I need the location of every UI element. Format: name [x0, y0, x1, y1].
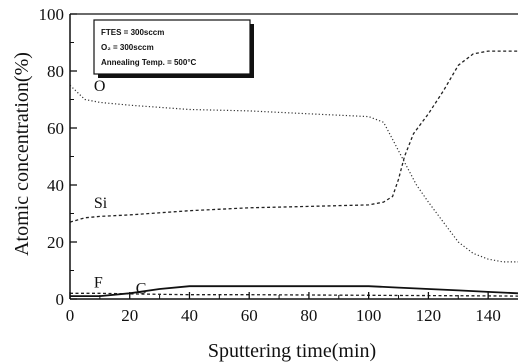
legend-box-frame	[93, 19, 251, 75]
series-label-o: O	[94, 78, 106, 95]
series-line-o	[69, 84, 518, 263]
x-axis-title: Sputtering time(min)	[208, 340, 376, 362]
x-tick-label: 140	[475, 306, 501, 325]
y-tick-label: 40	[47, 176, 64, 195]
y-tick-label: 20	[47, 233, 64, 252]
y-tick-label: 80	[47, 62, 64, 81]
series-line-f	[70, 292, 518, 297]
series-label-f: F	[94, 275, 103, 292]
x-tick-label: 0	[66, 306, 75, 325]
x-tick-label: 60	[241, 306, 258, 325]
y-tick-label: 0	[56, 290, 65, 309]
x-tick-label: 100	[356, 306, 382, 325]
y-axis-title: Atomic concentration(%)	[11, 52, 33, 256]
x-tick-label: 40	[181, 306, 198, 325]
x-tick-label: 20	[121, 306, 138, 325]
x-tick-label: 80	[300, 306, 317, 325]
legend-line-anneal: Annealing Temp. = 500°C	[101, 58, 197, 67]
series-labels: O Si F C	[94, 78, 146, 297]
y-tick-label: 60	[47, 119, 64, 138]
x-tick-label: 120	[416, 306, 442, 325]
series-label-si: Si	[94, 195, 108, 212]
legend-line-o2: O₂ = 300sccm	[101, 43, 154, 52]
series-layer	[69, 50, 518, 298]
axes-layer: 0 20 40 60 80 100 0 20 40 60 80 100 120 140	[39, 5, 518, 325]
legend-box: FTES = 300sccm O₂ = 300sccm Annealing Te…	[93, 19, 254, 78]
legend-line-ftes: FTES = 300sccm	[101, 28, 164, 37]
series-label-c: C	[136, 280, 147, 297]
y-tick-label: 100	[39, 5, 65, 24]
